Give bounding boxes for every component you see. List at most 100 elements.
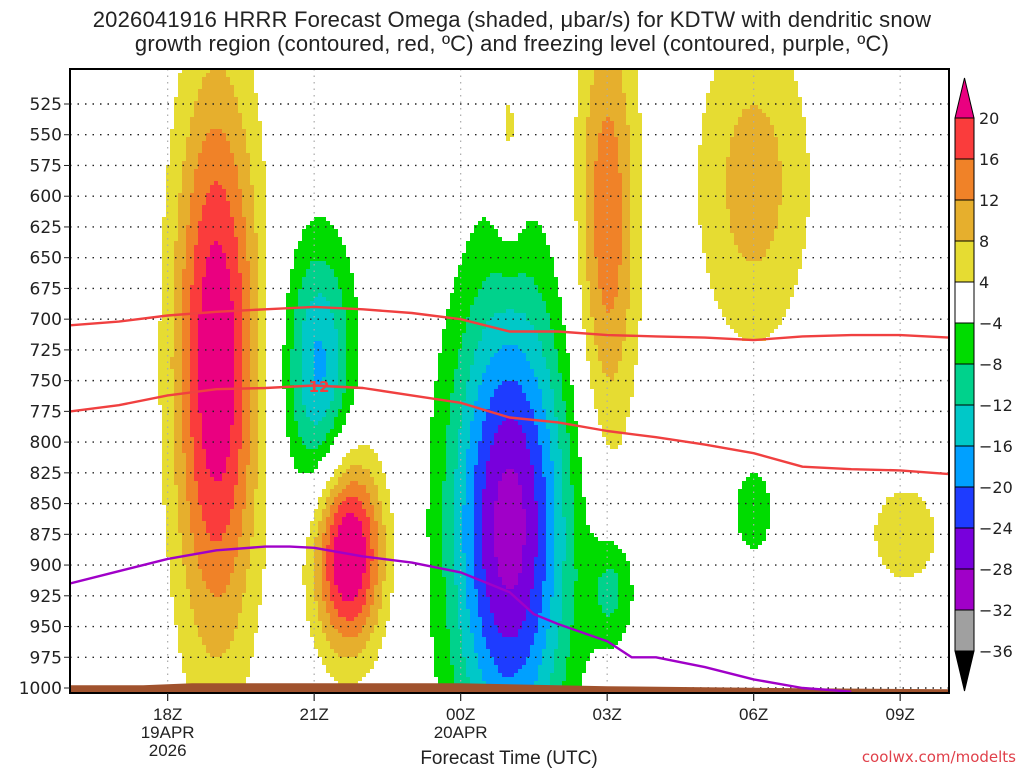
omega-cell xyxy=(286,309,294,313)
omega-cell xyxy=(550,673,566,677)
dendritic-growth-line xyxy=(70,384,949,476)
omega-cell xyxy=(442,537,454,541)
omega-cell xyxy=(586,149,598,153)
omega-cell xyxy=(490,605,530,609)
omega-cell xyxy=(714,297,790,301)
omega-cell xyxy=(314,577,322,581)
omega-cell xyxy=(326,633,342,637)
omega-cell xyxy=(778,137,806,141)
omega-cell xyxy=(194,541,238,545)
omega-cell xyxy=(458,429,470,433)
omega-cell xyxy=(322,597,330,601)
omega-cell xyxy=(586,229,594,233)
omega-cell xyxy=(558,637,570,641)
omega-cell xyxy=(162,461,174,465)
omega-cell xyxy=(586,273,598,277)
omega-cell xyxy=(482,561,498,565)
omega-cell xyxy=(302,577,314,581)
omega-cell xyxy=(362,585,370,589)
omega-cell xyxy=(542,649,554,653)
omega-cell xyxy=(538,501,546,505)
omega-cell xyxy=(210,129,222,133)
omega-cell xyxy=(182,549,194,553)
omega-cell xyxy=(538,537,546,541)
omega-cell xyxy=(622,257,630,261)
omega-cell xyxy=(454,277,486,281)
omega-cell xyxy=(726,173,782,177)
omega-cell xyxy=(194,169,238,173)
omega-cell xyxy=(714,293,794,297)
omega-cell xyxy=(258,285,266,289)
omega-cell xyxy=(158,333,174,337)
omega-cell xyxy=(378,581,382,585)
omega-cell xyxy=(190,309,202,313)
omega-cell xyxy=(466,661,478,665)
omega-cell xyxy=(326,609,338,613)
omega-cell xyxy=(258,445,266,449)
omega-cell xyxy=(234,305,242,309)
omega-cell xyxy=(878,545,934,549)
omega-cell xyxy=(158,341,174,345)
omega-cell xyxy=(310,417,322,421)
omega-cell xyxy=(738,333,770,337)
omega-cell xyxy=(562,397,574,401)
omega-cell xyxy=(626,329,638,333)
omega-cell xyxy=(458,613,470,617)
omega-cell xyxy=(230,521,242,525)
omega-cell xyxy=(190,377,198,381)
omega-cell xyxy=(198,329,234,333)
colorbar-swatch xyxy=(954,486,975,529)
omega-cell xyxy=(254,193,266,197)
omega-cell xyxy=(162,497,178,501)
omega-cell xyxy=(234,397,242,401)
omega-cell xyxy=(430,473,446,477)
omega-cell xyxy=(466,477,474,481)
omega-cell xyxy=(314,565,322,569)
omega-cell xyxy=(186,141,202,145)
omega-cell xyxy=(594,241,622,245)
omega-cell xyxy=(246,473,258,477)
omega-cell xyxy=(538,533,546,537)
omega-cell xyxy=(246,233,258,237)
omega-cell xyxy=(490,597,530,601)
omega-cell xyxy=(506,113,514,117)
omega-cell xyxy=(462,257,554,261)
omega-cell xyxy=(466,601,478,605)
omega-cell xyxy=(174,621,194,625)
omega-cell xyxy=(766,113,802,117)
omega-cell xyxy=(198,481,238,485)
omega-cell xyxy=(474,525,482,529)
omega-cell xyxy=(346,497,358,501)
omega-cell xyxy=(474,297,542,301)
omega-cell xyxy=(322,489,330,493)
omega-cell xyxy=(222,185,238,189)
omega-cell xyxy=(258,309,266,313)
omega-cell xyxy=(258,333,266,337)
omega-cell xyxy=(190,417,202,421)
omega-cell xyxy=(494,545,522,549)
omega-cell xyxy=(302,345,314,349)
omega-cell xyxy=(386,573,394,577)
omega-cell xyxy=(630,249,642,253)
omega-cell xyxy=(158,373,174,377)
omega-cell xyxy=(242,417,250,421)
omega-cell xyxy=(258,301,266,305)
omega-cell xyxy=(178,229,186,233)
omega-cell xyxy=(702,229,730,233)
omega-cell xyxy=(202,573,230,577)
omega-cell xyxy=(582,285,590,289)
omega-cell xyxy=(230,205,242,209)
omega-cell xyxy=(250,173,266,177)
omega-cell xyxy=(474,497,482,501)
omega-cell xyxy=(158,349,174,353)
omega-cell xyxy=(234,569,246,573)
credit-link[interactable]: coolwx.com/modelts xyxy=(862,748,1016,766)
omega-cell xyxy=(458,453,466,457)
omega-cell xyxy=(546,557,554,561)
omega-cell xyxy=(222,129,246,133)
omega-cell xyxy=(710,85,798,89)
omega-cell xyxy=(562,617,574,621)
omega-cell xyxy=(530,605,542,609)
omega-cell xyxy=(562,381,570,385)
